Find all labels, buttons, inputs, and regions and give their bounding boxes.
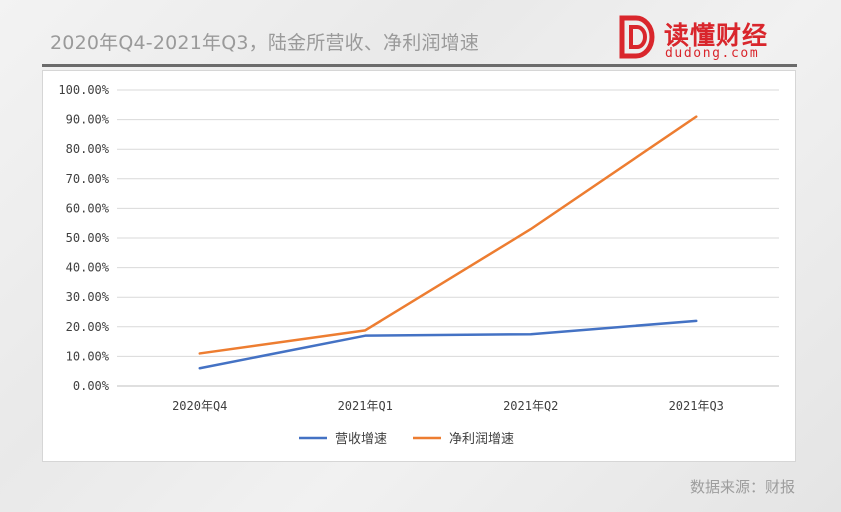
y-tick-label: 30.00% [66, 290, 110, 304]
x-tick-label: 2021年Q3 [669, 399, 724, 413]
series-line-2 [198, 115, 698, 355]
legend-label: 净利润增速 [449, 432, 514, 447]
y-tick-label: 70.00% [66, 172, 110, 186]
chart-panel: 0.00% 10.00% 20.00% 30.00% 40.00% 50.00% 60.00… [42, 70, 796, 462]
y-tick-label: 90.00% [66, 113, 110, 127]
y-tick-label: 60.00% [66, 201, 110, 215]
y-tick-label: 10.00% [66, 349, 110, 363]
y-tick-label: 0.00% [73, 379, 110, 393]
series-line-1 [198, 319, 698, 370]
logo-name: 读懂财经 [664, 21, 769, 50]
y-tick-label: 20.00% [66, 320, 110, 334]
header-divider [42, 64, 797, 67]
data-source: 数据来源：财报 [689, 478, 795, 496]
y-tick-label: 40.00% [66, 261, 110, 275]
y-tick-label: 50.00% [66, 231, 110, 245]
x-tick-label: 2020年Q4 [172, 399, 227, 413]
dudong-logo-icon [619, 15, 655, 59]
y-tick-label: 80.00% [66, 142, 110, 156]
chart-title: 2020年Q4-2021年Q3，陆金所营收、净利润增速 [50, 32, 480, 54]
legend-label: 营收增速 [335, 432, 387, 447]
line-chart: 0.00% 10.00% 20.00% 30.00% 40.00% 50.00% 60.00… [58, 83, 779, 447]
logo-domain: dudong.com [665, 46, 760, 61]
y-tick-label: 100.00% [58, 83, 109, 97]
brand-logo: 读懂财经 dudong.com [618, 10, 788, 66]
x-tick-label: 2021年Q1 [338, 399, 393, 413]
x-tick-label: 2021年Q2 [503, 399, 558, 413]
